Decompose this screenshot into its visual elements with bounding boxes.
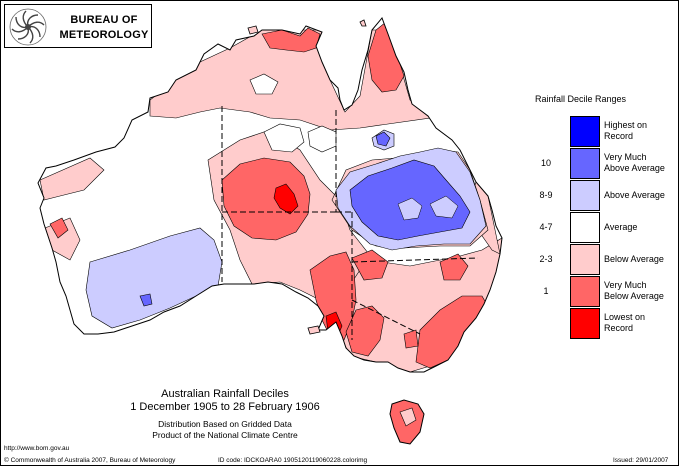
very-much-below-average-regions [49,21,491,369]
legend-range: 4-7 [539,222,553,232]
map-product-note: Product of the National Climate Centre [152,430,298,440]
bureau-emblem-icon [9,8,47,46]
web-link[interactable]: http://www.bom.gov.au [4,445,70,452]
state-borders [221,106,479,340]
average-islands [397,195,459,221]
legend-item: Highest on Record [534,116,674,147]
legend-swatch [570,148,600,179]
copyright-notice: © Commonwealth of Australia 2007, Bureau… [4,457,176,464]
legend-label: Below Average [604,254,664,264]
legend-range: 2-3 [539,254,553,264]
tasmania [389,399,425,445]
map-title-block: Australian Rainfall Deciles 1 December 1… [90,388,360,440]
legend-swatch [570,116,600,147]
islands [247,19,367,335]
legend-range: 8-9 [539,190,553,200]
legend-swatch [570,308,600,339]
legend-item: 1 Very Much Below Average [534,276,674,307]
issued-date: Issued: 29/01/2007 [613,457,669,464]
legend-swatch [570,244,600,275]
legend-label: Lowest on Record [604,312,646,333]
legend-label: Highest on Record [604,120,648,141]
legend-item: 4-7 Average [534,212,674,243]
product-id-code: ID code: IDCKOARA0 1905120119060228.colo… [218,457,368,464]
legend-swatch [570,212,600,243]
map-title: Australian Rainfall Deciles [161,388,289,400]
logo-text-line-1: BUREAU OF [70,14,138,26]
legend-label: Very Much Below Average [604,280,664,301]
legend-title: Rainfall Decile Ranges [535,94,627,104]
logo-text-line-2: METEOROLOGY [59,29,149,41]
legend-item: Lowest on Record [534,308,674,339]
legend-label: Above Average [604,190,665,200]
legend-range: 10 [540,158,551,168]
legend-item: 8-9 Above Average [534,180,674,211]
legend-range: 1 [543,286,549,296]
map-subtitle: Distribution Based on Gridded Data [158,419,292,429]
legend-swatch [570,180,600,211]
legend-item: 10 Very Much Above Average [534,148,674,179]
legend-label: Average [604,222,638,232]
mainland-coastline [37,17,503,373]
bureau-logo: BUREAU OF METEOROLOGY [4,4,152,48]
map-date-range: 1 December 1905 to 28 February 1906 [130,401,320,413]
legend-label: Very Much Above Average [604,152,665,173]
legend-item: 2-3 Below Average [534,244,674,275]
legend-swatch [570,276,600,307]
